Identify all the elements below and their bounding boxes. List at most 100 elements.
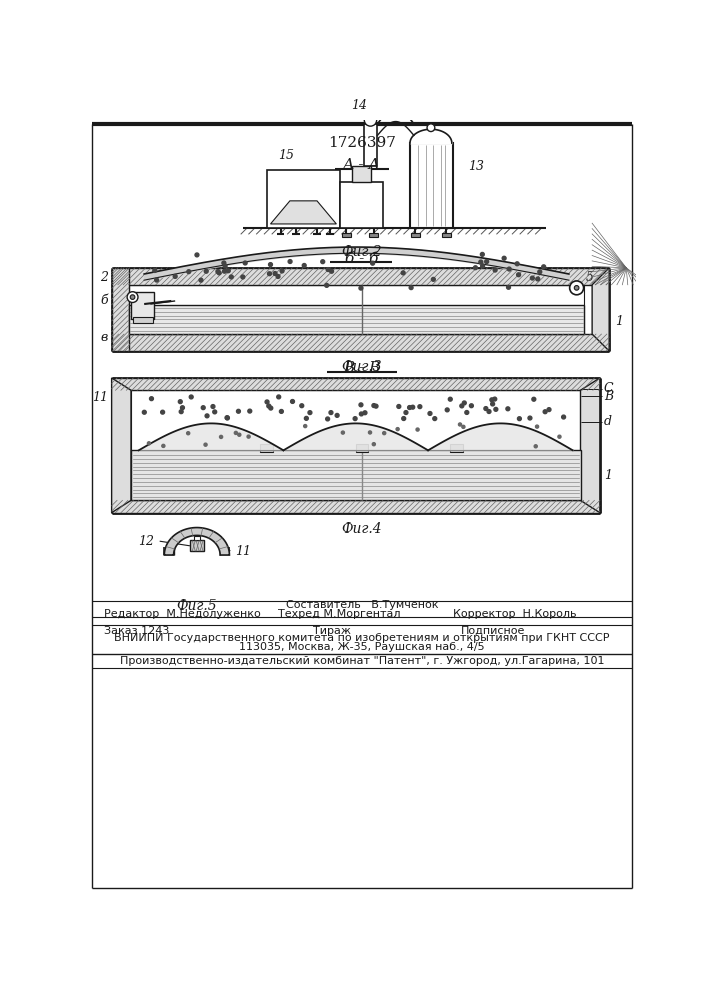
Circle shape [493,268,497,272]
Circle shape [223,269,226,273]
Circle shape [267,404,271,408]
Circle shape [460,404,464,408]
Circle shape [507,267,511,271]
Bar [112,500,600,513]
Text: ВНИИПИ Государственного комитета по изобретениям и открытиям при ГКНТ СССР: ВНИИПИ Государственного комитета по изоб… [115,633,609,643]
Circle shape [561,415,566,419]
Bar [131,390,580,500]
Text: Фиг.2: Фиг.2 [341,245,382,259]
Circle shape [321,260,325,264]
Circle shape [226,269,230,273]
Bar [410,143,452,228]
Circle shape [326,268,330,271]
Circle shape [273,272,277,275]
Bar [356,444,368,452]
Circle shape [280,269,284,273]
Bar [190,540,204,551]
Polygon shape [112,378,131,513]
Text: 13: 13 [468,160,484,173]
Circle shape [534,445,537,448]
Text: d: d [604,415,612,428]
Circle shape [201,406,205,410]
Circle shape [248,409,252,413]
Circle shape [418,405,422,409]
Circle shape [219,435,223,438]
Circle shape [243,261,247,265]
Text: Тираж: Тираж [313,626,351,636]
Circle shape [517,273,520,277]
Circle shape [127,292,138,302]
Circle shape [211,405,215,408]
Circle shape [408,406,411,409]
Circle shape [267,272,271,276]
Circle shape [411,405,414,409]
Circle shape [276,275,280,278]
Circle shape [404,411,408,414]
Circle shape [216,270,220,273]
Text: Фиг.4: Фиг.4 [341,522,382,536]
Circle shape [370,261,375,265]
Circle shape [535,425,539,428]
Circle shape [484,407,488,410]
Circle shape [223,264,227,268]
Text: Производственно-издательский комбинат "Патент", г. Ужгород, ул.Гагарина, 101: Производственно-издательский комбинат "П… [119,656,604,666]
Circle shape [542,265,546,269]
Text: в: в [100,331,107,344]
Text: 1726397: 1726397 [328,136,396,150]
Circle shape [374,404,378,408]
Text: Техред М.Моргентал: Техред М.Моргентал [279,609,401,619]
Circle shape [462,425,465,428]
Circle shape [130,295,135,299]
Circle shape [180,410,183,414]
Circle shape [458,423,462,426]
Bar [131,292,154,319]
Bar [267,170,340,228]
Circle shape [247,435,250,438]
Circle shape [493,397,497,401]
Text: 14: 14 [351,99,368,112]
Circle shape [225,416,229,420]
Bar [129,305,585,334]
Bar [112,268,129,351]
Circle shape [269,263,272,266]
Circle shape [491,402,495,406]
Text: Корректор  Н.Король: Корректор Н.Король [452,609,576,619]
Circle shape [547,408,551,412]
Bar [352,166,371,182]
Text: Фиг.3: Фиг.3 [341,360,382,374]
Bar [363,124,378,166]
Text: 11: 11 [92,391,107,404]
Circle shape [229,275,233,279]
Circle shape [402,271,405,275]
Circle shape [481,264,484,268]
Circle shape [428,412,432,415]
Bar [442,233,451,237]
Circle shape [359,403,363,407]
Polygon shape [592,268,609,351]
Circle shape [241,275,245,279]
Polygon shape [580,378,600,513]
Circle shape [269,406,273,410]
Circle shape [474,266,477,270]
Circle shape [180,406,185,410]
Circle shape [536,277,539,281]
Circle shape [574,286,579,290]
Circle shape [187,270,191,274]
Circle shape [142,410,146,414]
Circle shape [213,410,216,414]
Text: А - А: А - А [343,158,381,172]
Circle shape [373,443,375,446]
Bar [112,268,609,285]
Bar [411,233,420,237]
Text: 12: 12 [139,535,155,548]
Circle shape [222,261,226,265]
Circle shape [462,401,466,405]
Circle shape [397,405,401,408]
Circle shape [204,443,207,446]
Circle shape [469,404,474,408]
Circle shape [506,407,510,411]
Text: Заказ 1243: Заказ 1243 [104,626,169,636]
Circle shape [427,124,435,132]
Circle shape [288,260,292,263]
Circle shape [543,410,547,414]
